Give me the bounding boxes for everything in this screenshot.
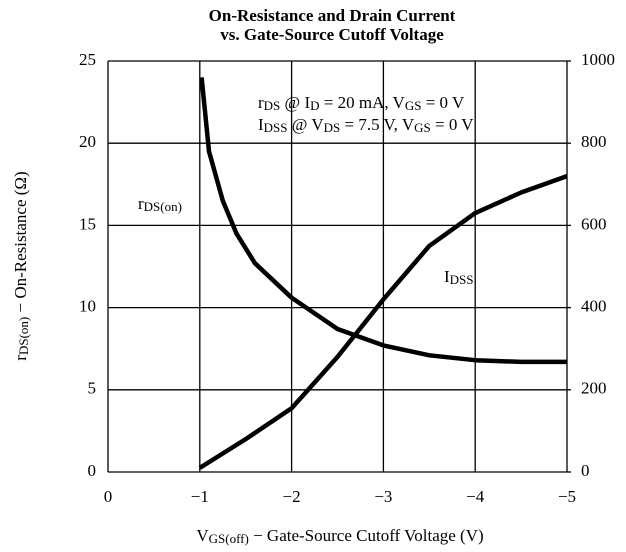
series-label-part: I — [444, 267, 450, 286]
x-axis-label-part: − Gate-Source Cutoff Voltage (V) — [249, 526, 484, 545]
chart-title: On-Resistance and Drain Current — [209, 6, 456, 25]
y-axis-label-part: − On-Resistance (Ω) — [11, 171, 30, 316]
annotation-part: I — [258, 115, 264, 134]
x-tick-label: −2 — [283, 487, 301, 506]
x-axis-label-part: GS(off) — [209, 531, 249, 546]
y2-tick-label: 400 — [581, 297, 607, 316]
y-axis-label-part: r — [11, 355, 30, 361]
y-axis-label-part: DS(on) — [16, 317, 31, 355]
x-axis-label: VGS(off) − Gate-Source Cutoff Voltage (V… — [196, 526, 483, 546]
annotation-part: = 20 mA, V — [320, 93, 406, 112]
annotation-part: DSS — [264, 120, 288, 135]
annotation: IDSS @ VDS = 7.5 V, VGS = 0 V — [258, 115, 474, 135]
annotation-part: = 0 V — [421, 93, 465, 112]
y-tick-label: 10 — [79, 297, 96, 316]
annotation-part: = 7.5 V, V — [340, 115, 415, 134]
y-axis-label: rDS(on) − On-Resistance (Ω) — [11, 171, 31, 360]
series-label-part: DSS — [450, 272, 474, 287]
x-axis-label-part: V — [196, 526, 209, 545]
annotation-part: DS — [264, 98, 281, 113]
series-line — [199, 77, 567, 365]
annotation-part: DS — [324, 120, 341, 135]
x-tick-label: 0 — [104, 487, 113, 506]
y2-tick-label: 1000 — [581, 50, 615, 69]
series-label: IDSS — [444, 267, 474, 287]
y2-tick-label: 600 — [581, 214, 607, 233]
annotation-part: @ V — [288, 115, 325, 134]
y-tick-label: 0 — [88, 461, 97, 480]
annotation-part: @ I — [280, 93, 310, 112]
x-tick-label: −3 — [374, 487, 392, 506]
annotation: rDS @ ID = 20 mA, VGS = 0 V — [258, 93, 465, 113]
y2-tick-label: 200 — [581, 379, 607, 398]
series-label-part: DS(on) — [144, 199, 182, 214]
series-line — [198, 173, 568, 470]
series-label: rDS(on) — [138, 194, 182, 214]
y-tick-label: 15 — [79, 214, 96, 233]
y2-tick-label: 0 — [581, 461, 590, 480]
annotation-part: D — [310, 98, 319, 113]
chart-title: vs. Gate-Source Cutoff Voltage — [220, 25, 444, 44]
annotation-part: = 0 V — [431, 115, 475, 134]
y-tick-label: 20 — [79, 132, 96, 151]
y-tick-label: 25 — [79, 50, 96, 69]
x-tick-label: −1 — [191, 487, 209, 506]
x-tick-label: −4 — [466, 487, 485, 506]
annotation-part: GS — [405, 98, 422, 113]
x-tick-label: −5 — [558, 487, 576, 506]
y-tick-label: 5 — [88, 379, 97, 398]
y2-tick-label: 800 — [581, 132, 607, 151]
annotation-part: r — [258, 93, 264, 112]
annotation-part: GS — [414, 120, 431, 135]
series-label-part: r — [138, 194, 144, 213]
